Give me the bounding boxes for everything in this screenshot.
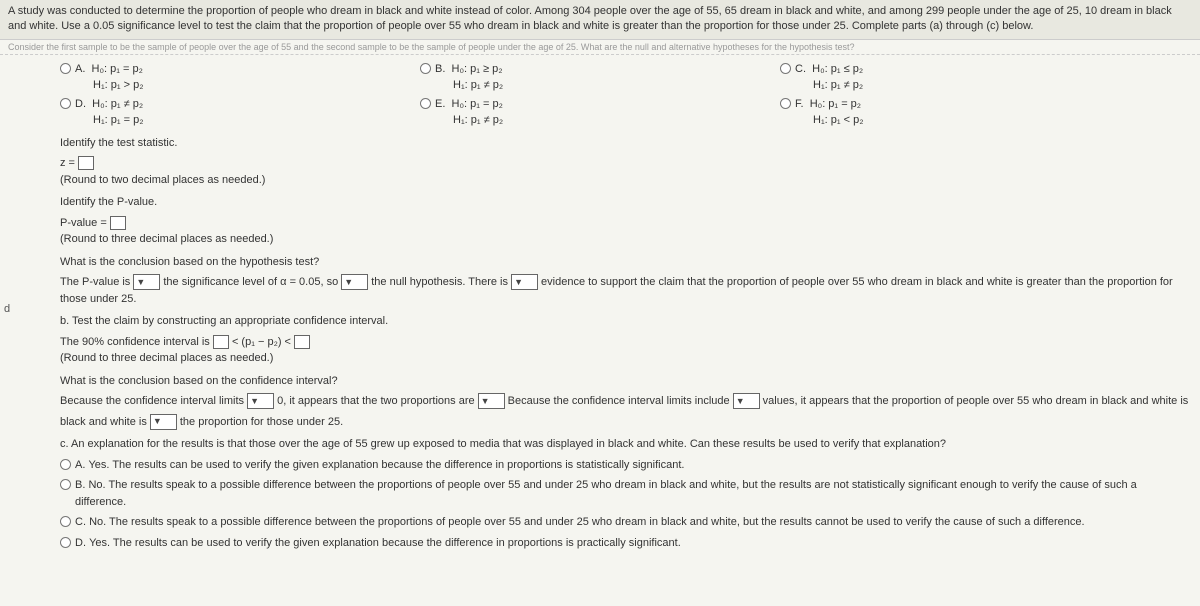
radio-e[interactable] xyxy=(420,98,431,109)
radio-c-a[interactable] xyxy=(60,459,71,470)
opt-d-line2: H₁: p₁ = p₂ xyxy=(93,112,144,129)
part-c-option-b[interactable]: B. No. The results speak to a possible d… xyxy=(60,477,1190,510)
side-letter: d xyxy=(4,303,10,315)
radio-b[interactable] xyxy=(420,63,431,74)
ci-concl-label2: black and white is xyxy=(60,416,147,428)
opt-e-label: E. xyxy=(435,98,445,110)
option-f[interactable]: F. H₀: p₁ = p₂ H₁: p₁ < p₂ xyxy=(780,96,1100,129)
letter-a: A. xyxy=(75,459,85,471)
chevron-down-icon: ▼ xyxy=(153,415,162,429)
ci-prefix: The 90% confidence interval is xyxy=(60,336,213,348)
p-value-round-note: (Round to three decimal places as needed… xyxy=(60,231,1190,248)
radio-a[interactable] xyxy=(60,63,71,74)
conclusion-question: What is the conclusion based on the hypo… xyxy=(60,254,1190,271)
part-c-d-text: Yes. The results can be used to verify t… xyxy=(89,537,681,549)
concl-select-3[interactable]: ▼ xyxy=(511,274,538,290)
concl-p3: the null hypothesis. There is xyxy=(371,276,508,288)
ci-concl-p5: the proportion for those under 25. xyxy=(180,416,343,428)
letter-b: B. xyxy=(75,479,85,491)
part-c-option-d[interactable]: D. Yes. The results can be used to verif… xyxy=(60,535,1190,552)
ci-concl-p2: 0, it appears that the two proportions a… xyxy=(277,395,475,407)
opt-a-label: A. xyxy=(75,63,85,75)
option-b[interactable]: B. H₀: p₁ ≥ p₂ H₁: p₁ ≠ p₂ xyxy=(420,61,740,94)
chevron-down-icon: ▼ xyxy=(736,395,745,409)
opt-c-label: C. xyxy=(795,63,806,75)
letter-c: C. xyxy=(75,516,86,528)
radio-c-b[interactable] xyxy=(60,479,71,490)
opt-c-line1: H₀: p₁ ≤ p₂ xyxy=(812,63,863,75)
ci-concl-p1: Because the confidence interval limits xyxy=(60,395,244,407)
concl-select-1[interactable]: ▼ xyxy=(133,274,160,290)
hypothesis-options-row-1: A. H₀: p₁ = p₂ H₁: p₁ > p₂ B. H₀: p₁ ≥ p… xyxy=(60,61,1190,94)
chevron-down-icon: ▼ xyxy=(481,395,490,409)
ci-select-4[interactable]: ▼ xyxy=(150,414,177,430)
concl-select-2[interactable]: ▼ xyxy=(341,274,368,290)
z-prefix: z = xyxy=(60,157,78,169)
part-b-intro: b. Test the claim by constructing an app… xyxy=(60,313,1190,330)
ci-concl-p4: values, it appears that the proportion o… xyxy=(763,395,1189,407)
opt-a-line1: H₀: p₁ = p₂ xyxy=(92,63,143,75)
ci-lower-input[interactable] xyxy=(213,335,229,349)
radio-d[interactable] xyxy=(60,98,71,109)
ci-mid: < (p₁ − p₂) < xyxy=(232,336,294,348)
radio-c[interactable] xyxy=(780,63,791,74)
option-e[interactable]: E. H₀: p₁ = p₂ H₁: p₁ ≠ p₂ xyxy=(420,96,740,129)
opt-f-label: F. xyxy=(795,98,804,110)
problem-text: A study was conducted to determine the p… xyxy=(8,5,1172,32)
ci-concl-p3: Because the confidence interval limits i… xyxy=(508,395,730,407)
opt-c-line2: H₁: p₁ ≠ p₂ xyxy=(813,77,863,94)
opt-d-label: D. xyxy=(75,98,86,110)
hypothesis-prompt-garbled: Consider the first sample to be the samp… xyxy=(0,40,1200,55)
letter-d: D. xyxy=(75,537,86,549)
part-c-a-text: Yes. The results can be used to verify t… xyxy=(88,459,684,471)
opt-f-line2: H₁: p₁ < p₂ xyxy=(813,112,864,129)
opt-b-line1: H₀: p₁ ≥ p₂ xyxy=(452,63,503,75)
chevron-down-icon: ▼ xyxy=(250,395,259,409)
part-c-intro: c. An explanation for the results is tha… xyxy=(60,436,1190,453)
opt-d-line1: H₀: p₁ ≠ p₂ xyxy=(92,98,143,110)
ci-select-2[interactable]: ▼ xyxy=(478,393,505,409)
p-value-section: Identify the P-value. P-value = (Round t… xyxy=(60,194,1190,248)
radio-c-c[interactable] xyxy=(60,516,71,527)
identify-test-statistic: Identify the test statistic. xyxy=(60,135,1190,152)
opt-e-line1: H₀: p₁ = p₂ xyxy=(452,98,503,110)
part-c-option-c[interactable]: C. No. The results speak to a possible d… xyxy=(60,514,1190,531)
chevron-down-icon: ▼ xyxy=(136,276,145,290)
p-value-input[interactable] xyxy=(110,216,126,230)
hypothesis-options-row-2: D. H₀: p₁ ≠ p₂ H₁: p₁ = p₂ E. H₀: p₁ = p… xyxy=(60,96,1190,129)
part-c-c-text: No. The results speak to a possible diff… xyxy=(89,516,1085,528)
concl-p2: the significance level of α = 0.05, so xyxy=(163,276,338,288)
opt-b-label: B. xyxy=(435,63,445,75)
option-a[interactable]: A. H₀: p₁ = p₂ H₁: p₁ > p₂ xyxy=(60,61,380,94)
opt-b-line2: H₁: p₁ ≠ p₂ xyxy=(453,77,503,94)
z-input[interactable] xyxy=(78,156,94,170)
z-round-note: (Round to two decimal places as needed.) xyxy=(60,172,1190,189)
ci-select-1[interactable]: ▼ xyxy=(247,393,274,409)
conclusion-line: The P-value is ▼ the significance level … xyxy=(60,274,1190,307)
opt-a-line2: H₁: p₁ > p₂ xyxy=(93,77,144,94)
radio-f[interactable] xyxy=(780,98,791,109)
problem-header: A study was conducted to determine the p… xyxy=(0,0,1200,40)
ci-round-note: (Round to three decimal places as needed… xyxy=(60,350,1190,367)
ci-conclusion-question: What is the conclusion based on the conf… xyxy=(60,373,1190,390)
chevron-down-icon: ▼ xyxy=(514,276,523,290)
identify-p-value: Identify the P-value. xyxy=(60,194,1190,211)
opt-f-line1: H₀: p₁ = p₂ xyxy=(810,98,861,110)
opt-e-line2: H₁: p₁ ≠ p₂ xyxy=(453,112,503,129)
main-content: A. H₀: p₁ = p₂ H₁: p₁ > p₂ B. H₀: p₁ ≥ p… xyxy=(0,55,1200,558)
ci-select-3[interactable]: ▼ xyxy=(733,393,760,409)
ci-upper-input[interactable] xyxy=(294,335,310,349)
part-c-option-a[interactable]: A. Yes. The results can be used to verif… xyxy=(60,457,1190,474)
part-c-b-text: No. The results speak to a possible diff… xyxy=(75,479,1137,508)
chevron-down-icon: ▼ xyxy=(344,276,353,290)
concl-p1: The P-value is xyxy=(60,276,130,288)
option-d[interactable]: D. H₀: p₁ ≠ p₂ H₁: p₁ = p₂ xyxy=(60,96,380,129)
p-value-prefix: P-value = xyxy=(60,217,110,229)
test-statistic-section: Identify the test statistic. z = (Round … xyxy=(60,135,1190,189)
ci-conclusion-line: Because the confidence interval limits ▼… xyxy=(60,393,1190,410)
radio-c-d[interactable] xyxy=(60,537,71,548)
option-c[interactable]: C. H₀: p₁ ≤ p₂ H₁: p₁ ≠ p₂ xyxy=(780,61,1100,94)
